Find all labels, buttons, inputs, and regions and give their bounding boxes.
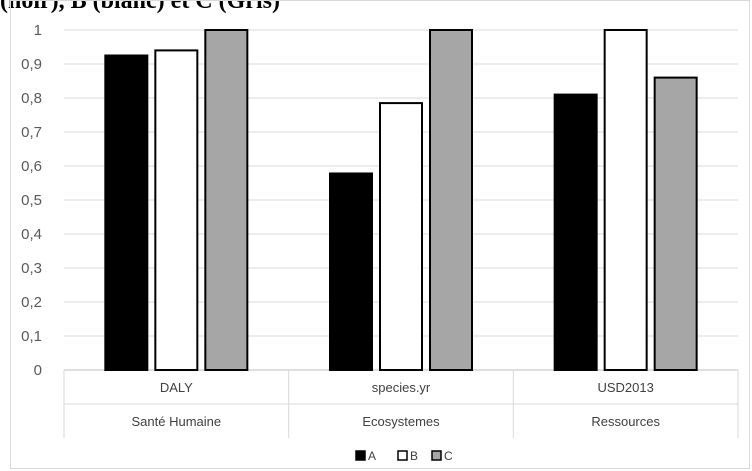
- bar-c-3: [653, 76, 698, 371]
- bar-a-3: [553, 93, 598, 371]
- bar-b-2: [379, 102, 423, 371]
- group-label: Santé Humaine: [132, 414, 222, 429]
- y-tick-label: 0,6: [21, 158, 42, 175]
- y-tick-label: 0,5: [21, 192, 42, 209]
- legend-label: B: [410, 449, 418, 463]
- category-label: species.yr: [372, 380, 431, 395]
- bar-a-1: [104, 54, 149, 371]
- bar-c-1: [204, 29, 249, 371]
- y-tick-label: 0,1: [21, 328, 42, 345]
- y-tick-label: 0,3: [21, 260, 42, 277]
- legend-swatch-c: [431, 450, 442, 461]
- legend-swatch-a: [355, 450, 366, 461]
- y-tick-label: 0,2: [21, 294, 42, 311]
- group-label: Ecosystemes: [362, 414, 440, 429]
- bar-b-1: [154, 49, 199, 372]
- legend-label: A: [368, 449, 376, 463]
- y-tick-label: 0,7: [21, 124, 42, 141]
- y-tick-label: 1: [34, 22, 42, 39]
- legend-label: C: [444, 449, 453, 463]
- bar-c-2: [429, 29, 473, 371]
- bar-b-3: [603, 29, 648, 371]
- y-tick-label: 0: [34, 362, 42, 379]
- y-tick-label: 0,8: [21, 90, 42, 107]
- chart-title: (noir), B (blanc) et C (Gris): [0, 0, 280, 14]
- bar-a-2: [329, 172, 373, 371]
- category-label: DALY: [160, 380, 193, 395]
- category-label: USD2013: [597, 380, 653, 395]
- y-tick-label: 0,4: [21, 226, 42, 243]
- legend-swatch-b: [397, 450, 408, 461]
- group-label: Ressources: [591, 414, 660, 429]
- y-tick-label: 0,9: [21, 56, 42, 73]
